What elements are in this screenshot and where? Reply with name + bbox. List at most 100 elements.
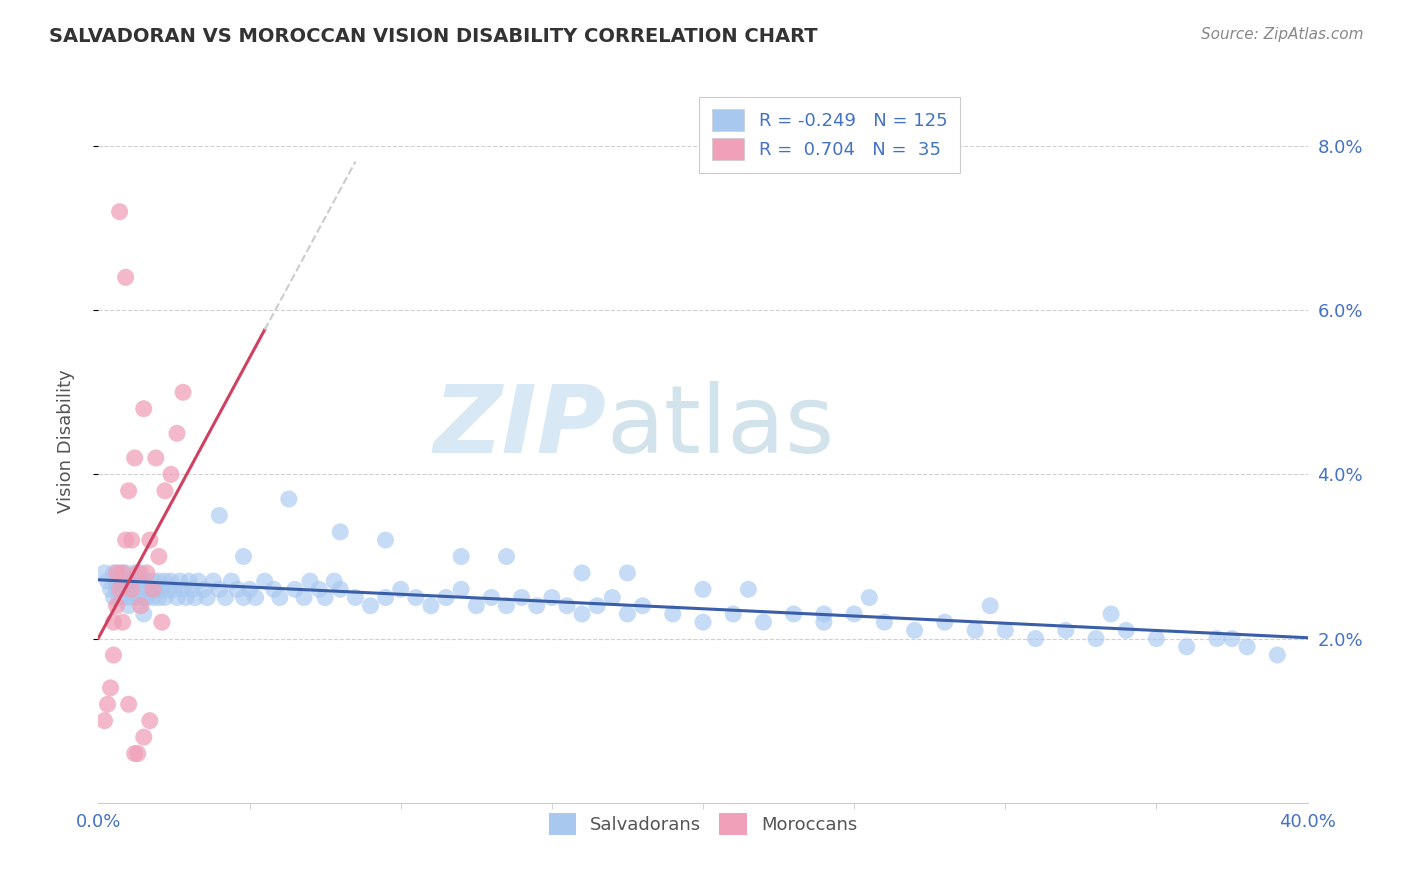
Point [142,582,165,597]
Point [1099,607,1122,621]
Point [193,582,215,597]
Point [172,582,194,597]
Point [163,582,186,597]
Point [979,599,1001,613]
Point [195,591,218,605]
Point [965,624,987,638]
Point [571,607,593,621]
Point [153,483,176,498]
Point [329,524,352,539]
Point [934,615,956,630]
Point [184,591,207,605]
Point [121,582,143,597]
Point [232,591,254,605]
Point [844,607,866,621]
Point [540,591,562,605]
Point [103,615,125,630]
Point [132,607,155,621]
Point [602,591,624,605]
Point [124,582,146,597]
Text: SALVADORAN VS MOROCCAN VISION DISABILITY CORRELATION CHART: SALVADORAN VS MOROCCAN VISION DISABILITY… [49,27,818,45]
Point [135,566,157,580]
Point [139,533,162,547]
Point [114,591,136,605]
Point [1144,632,1167,646]
Point [153,574,176,588]
Point [166,426,188,441]
Point [124,747,146,761]
Point [169,574,191,588]
Point [103,648,125,662]
Point [1024,632,1046,646]
Point [148,574,170,588]
Point [292,591,315,605]
Point [1220,632,1243,646]
Point [114,566,136,580]
Point [129,599,152,613]
Text: ZIP: ZIP [433,381,606,473]
Point [616,566,638,580]
Point [105,574,128,588]
Point [420,599,443,613]
Point [873,615,896,630]
Point [127,591,149,605]
Point [510,591,533,605]
Point [692,582,714,597]
Point [737,582,759,597]
Point [172,385,194,400]
Point [114,533,136,547]
Point [150,615,173,630]
Point [121,574,143,588]
Point [269,591,291,605]
Point [156,582,179,597]
Point [616,607,638,621]
Point [1054,624,1077,638]
Point [118,574,141,588]
Point [360,599,382,613]
Point [374,533,396,547]
Point [263,582,285,597]
Point [495,549,517,564]
Point [160,467,183,482]
Point [145,450,167,465]
Point [481,591,503,605]
Point [202,574,225,588]
Point [221,574,243,588]
Point [226,582,249,597]
Point [108,591,131,605]
Point [208,508,231,523]
Point [118,483,141,498]
Point [111,615,134,630]
Point [1115,624,1137,638]
Point [813,607,835,621]
Point [1175,640,1198,654]
Point [132,574,155,588]
Point [723,607,745,621]
Point [111,574,134,588]
Point [858,591,880,605]
Point [245,591,267,605]
Point [179,574,201,588]
Point [127,566,149,580]
Point [139,714,162,728]
Point [389,582,412,597]
Point [571,566,593,580]
Point [148,591,170,605]
Point [121,591,143,605]
Point [323,574,346,588]
Point [214,591,236,605]
Point [465,599,488,613]
Point [904,624,927,638]
Point [174,591,197,605]
Point [166,591,188,605]
Point [105,599,128,613]
Point [239,582,262,597]
Point [555,599,578,613]
Point [145,582,167,597]
Y-axis label: Vision Disability: Vision Disability [56,369,75,514]
Point [132,591,155,605]
Legend: Salvadorans, Moroccans: Salvadorans, Moroccans [540,805,866,845]
Point [135,574,157,588]
Point [124,450,146,465]
Point [299,574,322,588]
